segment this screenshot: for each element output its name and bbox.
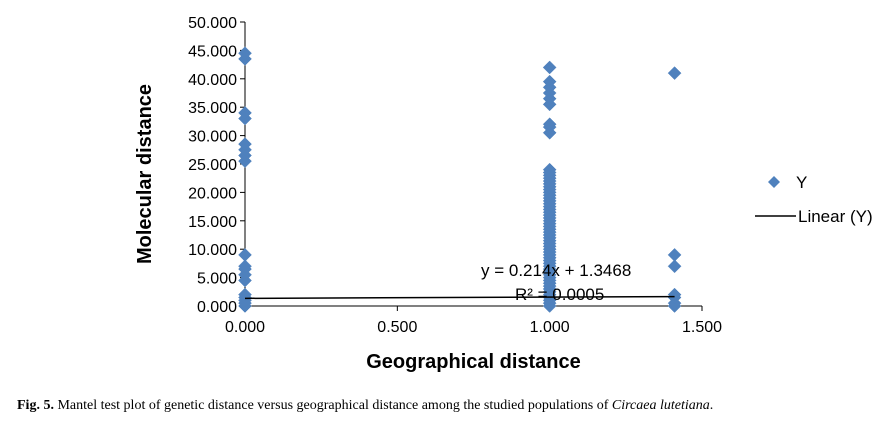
y-tick-label: 20.000 xyxy=(188,185,237,202)
legend-label-linear: Linear (Y) xyxy=(798,207,873,226)
data-point xyxy=(238,259,252,274)
data-point xyxy=(542,117,557,132)
y-tick-label: 35.000 xyxy=(188,100,237,117)
x-tick-label: 0.500 xyxy=(377,319,417,336)
trendline-path xyxy=(244,295,675,300)
trendline-r2: R² = 0.0005 xyxy=(515,285,604,304)
y-tick-label: 40.000 xyxy=(188,72,237,89)
y-tick-label: 15.000 xyxy=(188,214,237,231)
x-tick-label: 0.000 xyxy=(225,319,265,336)
y-tick-label: 0.000 xyxy=(197,299,237,316)
y-tick-label: 50.000 xyxy=(188,15,237,32)
data-point xyxy=(667,287,682,302)
legend-label-y: Y xyxy=(796,173,807,192)
data-points xyxy=(238,46,682,313)
caption-end: . xyxy=(709,398,714,413)
legend: Y Linear (Y) xyxy=(755,173,873,226)
axes: 0.000 5.000 10.000 15.000 20.000 25.000 30.000… xyxy=(134,15,722,373)
y-axis-title: Molecular distance xyxy=(134,84,156,264)
data-point xyxy=(667,66,682,80)
caption-species: Circaea lutetiana xyxy=(611,398,710,413)
y-tick-label: 45.000 xyxy=(188,43,237,60)
figure-caption: Fig. 5. Mantel test plot of genetic dist… xyxy=(17,398,877,414)
y-tick-label: 5.000 xyxy=(197,271,237,288)
legend-marker-y xyxy=(768,176,780,188)
data-point xyxy=(667,248,682,262)
trendline-equation: y = 0.214x + 1.3468 xyxy=(481,261,631,280)
x-tick-label: 1.000 xyxy=(530,319,570,336)
data-point xyxy=(542,74,557,89)
y-tick-label: 25.000 xyxy=(188,157,237,174)
data-point xyxy=(238,46,252,61)
x-axis-title: Geographical distance xyxy=(366,351,581,373)
data-point xyxy=(238,106,252,120)
trendline: y = 0.214x + 1.3468 R² = 0.0005 xyxy=(244,261,675,304)
data-point xyxy=(667,259,682,274)
y-tick-label: 30.000 xyxy=(188,129,237,146)
data-point xyxy=(542,162,557,177)
x-tick-label: 1.500 xyxy=(682,319,722,336)
data-point xyxy=(542,60,557,75)
data-point xyxy=(238,137,252,151)
scatter-chart: 0.000 5.000 10.000 15.000 20.000 25.000 30.000… xyxy=(134,15,873,373)
caption-text: Mantel test plot of genetic distance ver… xyxy=(57,398,609,413)
y-tick-label: 10.000 xyxy=(188,242,237,259)
data-point xyxy=(238,248,252,262)
caption-label: Fig. 5. xyxy=(17,398,54,413)
